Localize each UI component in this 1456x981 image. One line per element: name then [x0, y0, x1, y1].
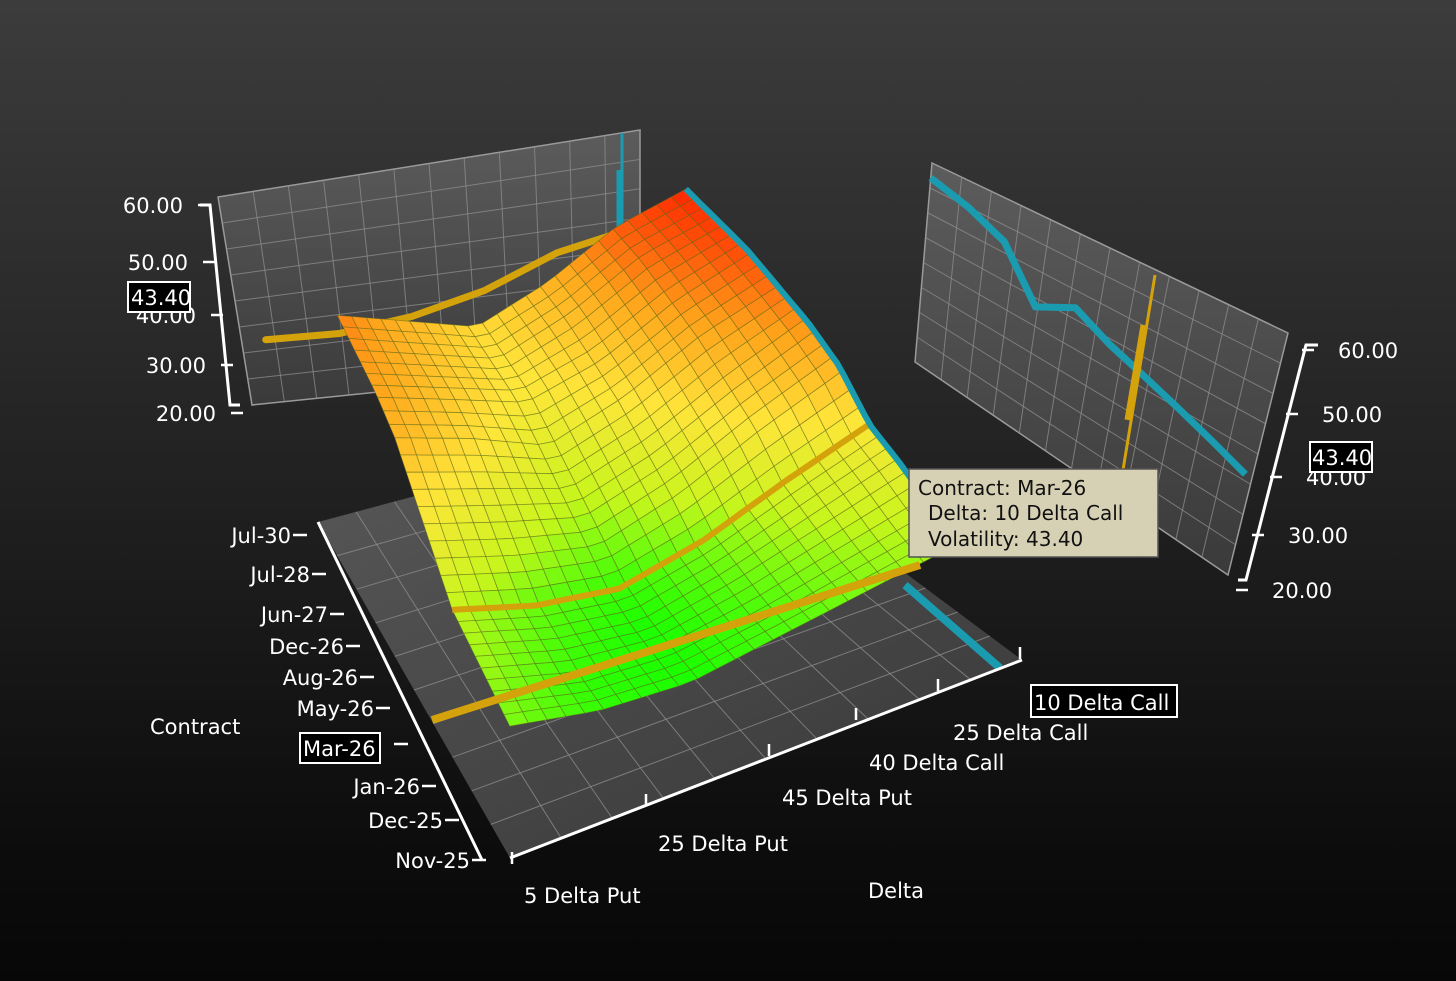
contract-tick-label: Jan-26: [351, 775, 420, 799]
contract-tick-label: Jul-30: [229, 524, 291, 548]
svg-text:10 Delta Call: 10 Delta Call: [1034, 691, 1169, 715]
delta-axis: 5 Delta Put 25 Delta Put 45 Delta Put 40 De…: [509, 647, 1088, 908]
surface-skew-slice: [452, 421, 871, 613]
left-z-tick-label: 20.00: [156, 402, 216, 426]
tooltip-delta: Delta: 10 Delta Call: [928, 501, 1123, 525]
tooltip-contract: Contract: Mar-26: [918, 476, 1086, 500]
left-z-tick-label: 60.00: [123, 194, 183, 218]
tooltip-volatility: Volatility: 43.40: [928, 527, 1083, 551]
delta-tick-label: 25 Delta Call: [953, 721, 1088, 745]
delta-tick-label: 25 Delta Put: [658, 832, 788, 856]
contract-tick-label: Dec-25: [368, 809, 443, 833]
contract-highlight-label: Mar-26: [299, 732, 381, 764]
contract-axis: Nov-25 Dec-25 Jan-26 May-26 Aug-26 Dec-26 Jun-…: [229, 521, 486, 873]
left-z-tick-label: 30.00: [146, 354, 206, 378]
volatility-surface[interactable]: [336, 188, 962, 727]
svg-text:Mar-26: Mar-26: [303, 737, 376, 761]
delta-highlight-label: 10 Delta Call: [1030, 684, 1178, 718]
svg-text:43.40: 43.40: [131, 286, 191, 310]
term-cursor-marker: [1124, 324, 1148, 421]
contract-tick-label: May-26: [297, 697, 374, 721]
term-projection-line: [928, 175, 1248, 477]
right-z-tick-label: 30.00: [1288, 524, 1348, 548]
delta-tick-label: 45 Delta Put: [782, 786, 912, 810]
contract-axis-title: Contract: [150, 715, 240, 739]
floor-term-line: [902, 581, 1003, 672]
delta-tick-label: 40 Delta Call: [869, 751, 1004, 775]
right-z-tick-label: 60.00: [1338, 339, 1398, 363]
right-highlight-value: 43.40: [1309, 441, 1373, 473]
left-highlight-value: 43.40: [127, 281, 191, 313]
contract-tick-label: Nov-25: [395, 849, 470, 873]
data-tooltip: Contract: Mar-26 Delta: 10 Delta Call Vo…: [908, 468, 1159, 558]
term-projection-pane: [914, 161, 1289, 577]
right-z-tick-label: 20.00: [1272, 579, 1332, 603]
contract-tick-label: Aug-26: [283, 666, 358, 690]
delta-axis-title: Delta: [868, 879, 924, 903]
contract-tick-label: Jul-28: [248, 563, 310, 587]
delta-tick-label: 5 Delta Put: [524, 884, 641, 908]
floor-skew-line: [430, 561, 922, 724]
contract-tick-label: Dec-26: [269, 635, 344, 659]
contract-tick-label: Jun-27: [259, 603, 328, 627]
svg-text:43.40: 43.40: [1312, 446, 1372, 470]
skew-projection-line: [262, 225, 636, 344]
right-z-tick-label: 50.00: [1322, 403, 1382, 427]
left-z-tick-label: 50.00: [128, 251, 188, 275]
